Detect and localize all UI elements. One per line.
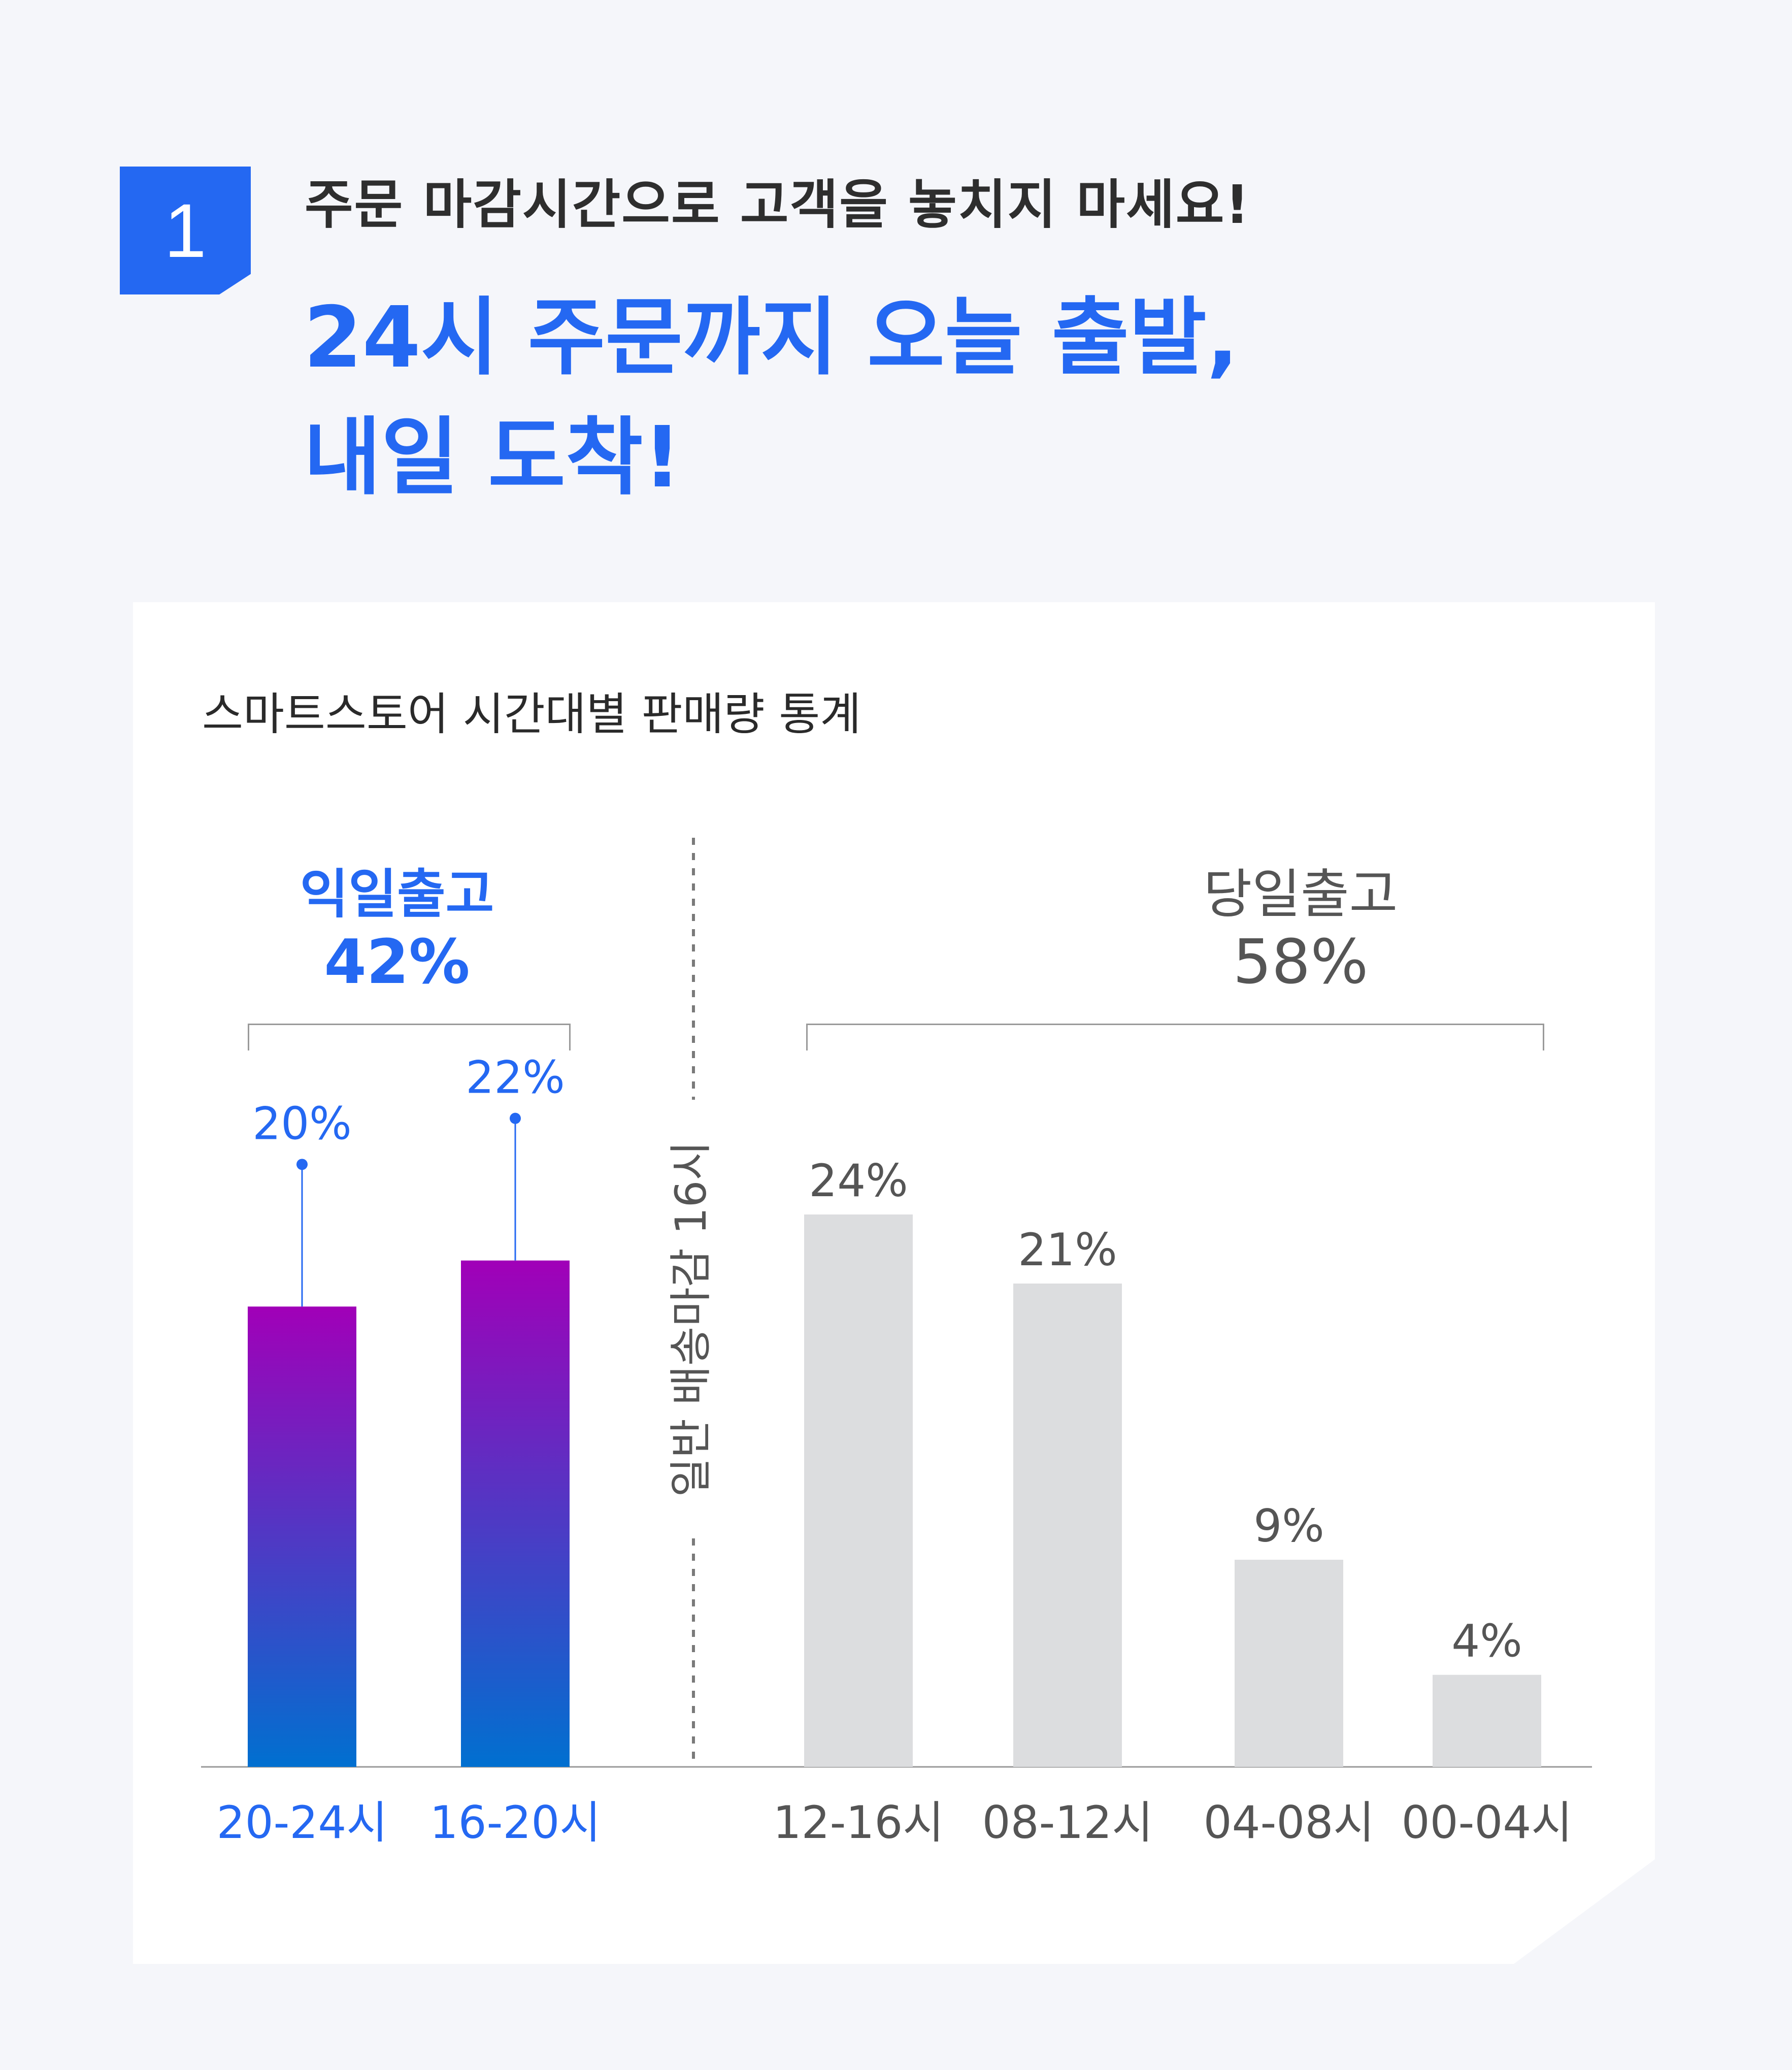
value-label: 22%	[466, 1052, 565, 1104]
value-label: 20%	[252, 1097, 352, 1149]
category-label: 16-20시	[430, 1796, 601, 1849]
bar-00-04시	[1433, 1674, 1541, 1767]
value-label: 4%	[1451, 1615, 1522, 1667]
category-label: 20-24시	[217, 1796, 388, 1849]
bar-08-12시	[1013, 1284, 1122, 1767]
headline-line-1: 24시 주문까지 오늘 출발,	[304, 289, 1239, 387]
group-bracket-next-day	[248, 1024, 571, 1050]
bar-chart: 일반 배송마감 16시 20% 20-24시 22% 16-20시 24% 12-16시 2…	[201, 838, 1592, 1849]
step-number-badge: 1	[120, 167, 251, 294]
category-label: 04-08시	[1204, 1796, 1375, 1849]
bar-12-16시	[804, 1214, 913, 1767]
headline: 24시 주문까지 오늘 출발, 내일 도착!	[304, 278, 1239, 518]
bar-20-24시	[248, 1306, 356, 1767]
leader-dot	[510, 1112, 521, 1124]
section-subtitle: 주문 마감시간으로 고객을 놓치지 마세요!	[305, 174, 1250, 236]
group-bracket-same-day	[806, 1024, 1544, 1050]
value-label: 24%	[809, 1155, 908, 1207]
leader-dot	[296, 1159, 308, 1170]
divider-label: 일반 배송마감 16시	[666, 1141, 716, 1497]
headline-line-2: 내일 도착!	[304, 409, 682, 507]
chart-title: 스마트스토어 시간대별 판매량 통계	[202, 688, 861, 740]
group-label-next-day: 익일출고	[300, 863, 494, 925]
bar-16-20시	[461, 1260, 570, 1767]
group-percent-same-day: 58%	[1233, 927, 1369, 998]
bar-04-08시	[1235, 1560, 1343, 1767]
chart-card: 스마트스토어 시간대별 판매량 통계 익일출고 42% 당일출고 58% 일반 …	[133, 602, 1655, 1964]
value-label: 21%	[1018, 1224, 1117, 1276]
group-percent-next-day: 42%	[324, 927, 470, 998]
value-label: 9%	[1253, 1500, 1324, 1552]
category-label: 08-12시	[982, 1796, 1153, 1849]
category-label: 00-04시	[1402, 1796, 1573, 1849]
group-label-same-day: 당일출고	[1203, 863, 1398, 925]
category-label: 12-16시	[773, 1796, 944, 1849]
